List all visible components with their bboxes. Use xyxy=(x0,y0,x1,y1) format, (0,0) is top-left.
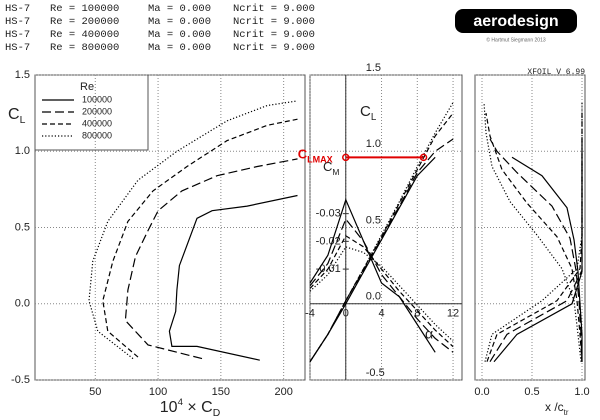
y-tick-label: 1.5 xyxy=(366,62,381,74)
label-part: M xyxy=(332,167,339,177)
series-line xyxy=(168,194,298,361)
y-tick-label: -0.5 xyxy=(11,374,30,386)
x-tick-label: 0.0 xyxy=(474,386,489,398)
header-cell: Ma = 0.000 xyxy=(148,42,211,54)
y-tick-label: 0.0 xyxy=(15,298,30,310)
axis-label: α xyxy=(425,326,433,342)
label-part: LMAX xyxy=(307,155,333,165)
header-cell: Re = 100000 xyxy=(50,3,119,15)
logo: aerodesign xyxy=(473,13,558,30)
label-part: tr xyxy=(564,408,569,417)
header-cell: Ma = 0.000 xyxy=(148,29,211,41)
label-part: 10 xyxy=(160,399,178,416)
legend-label: 800000 xyxy=(82,130,112,140)
header-cell: HS-7 xyxy=(5,42,30,54)
y-tick-label: 1.5 xyxy=(15,69,30,81)
header-cell: Ma = 0.000 xyxy=(148,3,211,15)
annotation-label: CLMAX xyxy=(298,147,333,165)
legend-label: 400000 xyxy=(82,118,112,128)
y-tick-label: -0.5 xyxy=(366,367,385,379)
x-tick-label: 200 xyxy=(274,386,292,398)
legend-label: 100000 xyxy=(82,94,112,104)
series-line xyxy=(309,234,454,348)
version: XFOIL V 6.99 xyxy=(527,68,585,77)
series-line xyxy=(489,138,583,362)
annotation-marker xyxy=(342,153,350,162)
label-part: 4 xyxy=(178,397,184,408)
x-tick-label: 8 xyxy=(414,308,420,320)
annotation-marker xyxy=(419,153,428,162)
header-cell: HS-7 xyxy=(5,16,30,28)
x-tick-label: -4 xyxy=(305,308,315,320)
y2-tick-label: -0.02 xyxy=(316,235,341,247)
label-part: L xyxy=(371,112,377,123)
y-tick-label: 0.0 xyxy=(366,291,381,303)
series-line xyxy=(102,118,298,358)
header-cell: HS-7 xyxy=(5,29,30,41)
label-part: C xyxy=(298,147,308,162)
header-cell: Ma = 0.000 xyxy=(148,16,211,28)
header-cell: Ncrit = 9.000 xyxy=(233,3,315,15)
series-line xyxy=(483,102,582,362)
axis-label: x /ctr xyxy=(545,400,569,416)
x-tick-label: 150 xyxy=(212,386,230,398)
axis-label: CL xyxy=(360,103,377,123)
header-cell: Re = 800000 xyxy=(50,42,119,54)
series-line xyxy=(489,139,583,363)
series-line xyxy=(309,198,436,353)
x-tick-label: 4 xyxy=(378,308,384,320)
series-line xyxy=(486,113,583,362)
y-tick-label: 1.0 xyxy=(366,138,381,150)
series-line xyxy=(309,246,454,342)
label-part: C xyxy=(8,106,20,123)
x-tick-label: 1.0 xyxy=(574,386,589,398)
x-tick-label: 50 xyxy=(89,386,101,398)
series-line xyxy=(309,112,454,363)
header-cell: Re = 200000 xyxy=(50,16,119,28)
label-part: C xyxy=(360,103,371,120)
y-tick-label: 0.5 xyxy=(366,214,381,226)
series-line xyxy=(309,102,454,363)
header-cell: Re = 400000 xyxy=(50,29,119,41)
legend-box xyxy=(35,75,149,151)
header-cell: Ncrit = 9.000 xyxy=(233,42,315,54)
header-cell: Ncrit = 9.000 xyxy=(233,16,315,28)
axis-label: CL xyxy=(8,106,26,126)
header-cell: HS-7 xyxy=(5,3,30,15)
x-tick-label: 0.5 xyxy=(524,386,539,398)
y2-tick-label: -0.03 xyxy=(316,208,341,220)
legend-label: 200000 xyxy=(82,106,112,116)
copyright: © Hartmut Siegmann 2013 xyxy=(486,36,545,43)
series-line xyxy=(493,157,583,363)
series-line xyxy=(511,156,583,362)
axis-label: CM xyxy=(323,159,339,177)
label-part: D xyxy=(213,408,221,419)
header-cell: Ncrit = 9.000 xyxy=(233,29,315,41)
x-tick-label: 100 xyxy=(149,386,167,398)
x-tick-label: 12 xyxy=(447,308,459,320)
label-part: x xyxy=(545,400,551,414)
y-tick-label: 0.5 xyxy=(15,221,30,233)
series-line xyxy=(124,158,298,360)
legend-title: Re xyxy=(80,81,94,93)
label-part: L xyxy=(20,115,26,126)
label-part: C xyxy=(323,159,332,174)
y-tick-label: 1.0 xyxy=(15,145,30,157)
axis-label: 104 × CD xyxy=(160,397,220,419)
label-part: /c xyxy=(551,400,564,414)
label-part: × C xyxy=(183,399,213,416)
series-line xyxy=(485,112,583,362)
series-line xyxy=(484,102,583,362)
series-line xyxy=(309,218,454,353)
logo-box xyxy=(455,9,577,33)
